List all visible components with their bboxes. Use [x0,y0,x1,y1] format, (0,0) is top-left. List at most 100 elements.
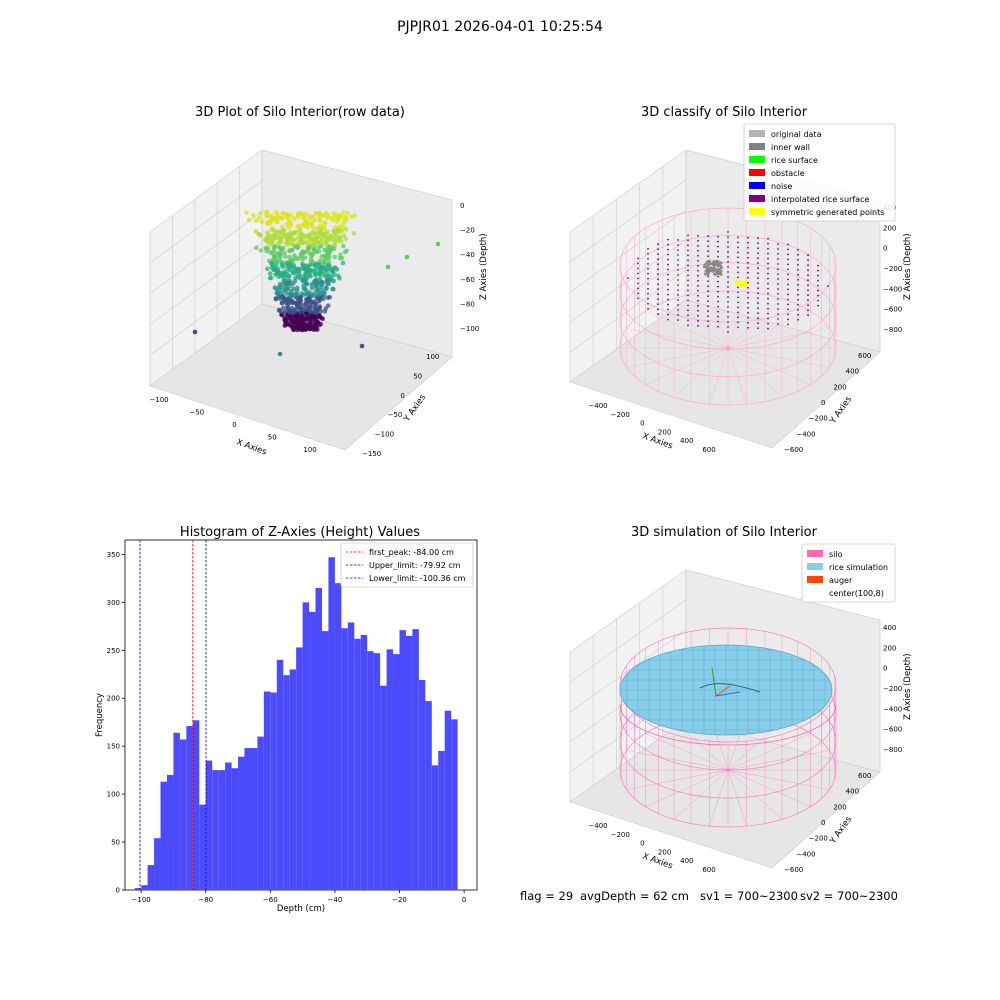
raw-point [258,233,263,238]
simulation-z-tick: −400 [883,705,902,713]
interpolated-rice-point [797,318,799,321]
interpolated-rice-point [657,243,659,246]
histogram-legend: first_peak: -84.00 cm Upper_limit: -79.92… [340,542,474,588]
interpolated-rice-point [637,282,639,285]
raw-point [287,309,293,315]
simulation-silo-floor-spoke [727,769,830,790]
raw-point [311,247,317,252]
interpolated-rice-point [667,303,669,306]
interpolated-rice-point [667,293,669,296]
histogram-xlabel: Depth (cm) [277,904,325,914]
interpolated-rice-point [757,322,759,325]
classify-legend-swatch [749,182,765,189]
interpolated-rice-point [747,311,749,314]
interpolated-rice-point [797,258,799,261]
interpolated-rice-point [657,248,659,251]
raw-point [286,225,292,230]
interpolated-rice-point [707,290,709,293]
classify-y-tick: −400 [796,430,815,438]
raw-xlabel: X Axies [235,437,268,457]
raw-point [332,243,337,248]
histogram-bar [360,634,368,890]
interpolated-rice-point [757,282,759,285]
raw-point [329,273,335,279]
raw-point [254,218,259,223]
interpolated-rice-point [767,257,769,260]
interpolated-rice-point [707,245,709,248]
raw-point [259,219,265,225]
raw-point [320,316,326,322]
raw-point [295,322,300,327]
interpolated-rice-point [667,258,669,261]
histogram-legend-label: Lower_limit: -100.36 cm [369,574,466,583]
rice-crater-edge [699,683,761,693]
interpolated-rice-point [697,274,699,277]
raw-point [317,218,323,224]
classify-interpolated-points [627,231,829,350]
interpolated-rice-point [687,274,689,277]
raw-point [290,300,295,305]
raw-point [322,253,328,259]
interpolated-rice-point [687,264,689,267]
raw-z-tick: −60 [460,276,475,284]
histogram-legend-label: first_peak: -84.00 cm [369,548,454,557]
simulation-silo-floor-spoke [626,769,729,790]
raw-point [310,292,315,297]
interpolated-rice-point [697,294,699,297]
histogram-bar [425,701,432,890]
interpolated-rice-point [757,272,759,275]
interpolated-rice-point [807,259,809,262]
interpolated-rice-point [757,297,759,300]
interpolated-rice-point [707,240,709,243]
histogram-bar [134,888,142,890]
silo-front-rim [619,704,837,746]
interpolated-rice-point [727,326,729,328]
histogram-x-tick-label: −20 [392,896,407,904]
histogram-bar [373,653,381,890]
interpolated-rice-point [757,237,759,240]
raw-point [301,211,307,217]
interpolated-rice-point [777,283,779,285]
interpolated-rice-point [827,285,829,287]
classify-silo-floor-spoke [727,347,811,385]
interpolated-rice-point [657,278,659,281]
interpolated-rice-point [737,316,739,319]
interpolated-rice-point [647,262,649,265]
classify-legend-swatch [749,156,765,163]
interpolated-rice-point [657,303,659,306]
raw-point [289,288,294,294]
raw-point [281,228,287,234]
interpolated-rice-point [647,297,649,300]
classify-y-tick: 400 [846,368,859,376]
interpolated-rice-point [747,261,749,264]
interpolated-rice-point [667,248,669,251]
raw-point [294,305,300,310]
classify-x-tick: −400 [588,402,607,410]
histogram-bar [354,638,361,890]
raw-point [279,290,284,296]
interpolated-rice-point [797,248,799,251]
interpolated-rice-point [697,319,699,322]
raw-point [334,230,339,236]
raw-point [308,215,313,221]
interpolated-rice-point [797,313,799,316]
interpolated-rice-point [687,289,689,292]
raw-point [325,247,330,252]
histogram-bar [186,726,193,890]
classify-y-tick: 200 [833,383,846,391]
interpolated-rice-point [677,279,679,281]
interpolated-rice-point [717,255,719,258]
interpolated-rice-point [687,244,689,247]
interpolated-rice-point [777,278,779,280]
raw-point [327,278,333,283]
interpolated-rice-point [767,267,769,270]
interpolated-rice-point [767,297,769,300]
raw-point [326,281,331,287]
histogram-y-tick-label: 0 [116,887,120,895]
interpolated-rice-point [677,299,679,301]
interpolated-rice-point [667,243,669,246]
raw-point [315,320,321,325]
raw-point [320,239,326,244]
interpolated-rice-point [777,288,779,290]
interpolated-rice-point [727,301,729,303]
